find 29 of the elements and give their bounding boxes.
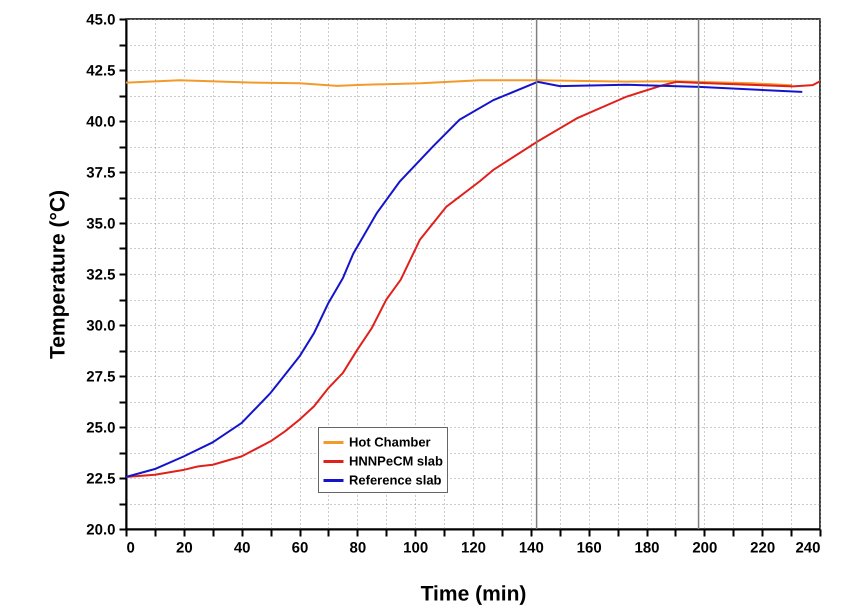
x-tick-label: 200	[692, 540, 718, 556]
x-tick-label: 120	[460, 540, 486, 556]
y-tick-label: 35.0	[86, 216, 116, 232]
x-tick-label: 0	[126, 540, 135, 556]
x-tick-label: 100	[403, 540, 428, 556]
y-tick-label: 45.0	[86, 12, 116, 28]
y-tick-label: 20.0	[86, 522, 116, 538]
y-tick-label: 22.5	[86, 470, 116, 488]
x-axis-title: Time (min)	[420, 582, 526, 606]
x-tick-label: 180	[634, 540, 660, 556]
x-tick-label: 60	[292, 540, 308, 556]
y-tick-label: 32.5	[86, 266, 116, 284]
x-tick-label: 240	[795, 540, 820, 556]
x-tick-label: 220	[750, 540, 776, 556]
y-tick-label: 42.5	[86, 62, 116, 80]
y-tick-label: 30.0	[86, 318, 116, 334]
x-tick-label: 140	[518, 540, 544, 556]
x-tick-label: 160	[576, 540, 602, 556]
y-axis-title: Temperature (°C)	[46, 190, 70, 360]
y-tick-label: 25.0	[86, 420, 116, 436]
y-tick-label: 37.5	[86, 164, 116, 182]
legend-label: Reference slab	[349, 472, 442, 488]
x-tick-label: 80	[349, 540, 366, 556]
x-tick-label: 20	[176, 540, 193, 556]
y-tick-label: 40.0	[86, 114, 116, 130]
y-tick-label: 27.5	[86, 368, 116, 386]
legend-label: HNNPeCM slab	[349, 454, 443, 468]
legend-label: Hot Chamber	[349, 434, 431, 450]
x-tick-label: 40	[234, 540, 251, 556]
